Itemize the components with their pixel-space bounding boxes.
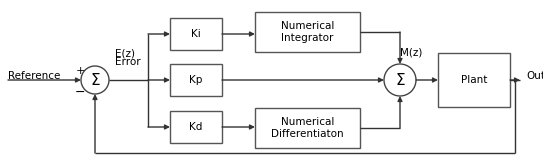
Bar: [170, 111, 222, 143]
Text: Error: Error: [115, 57, 141, 67]
Text: Kd: Kd: [190, 122, 203, 132]
Text: Numerical
Differentiaton: Numerical Differentiaton: [271, 117, 344, 139]
Text: Output: Output: [526, 71, 543, 81]
Bar: [170, 64, 222, 96]
Text: −: −: [75, 85, 85, 99]
Text: Σ: Σ: [395, 72, 405, 87]
Bar: [255, 12, 360, 52]
Text: Ki: Ki: [191, 29, 201, 39]
Text: Plant: Plant: [461, 75, 487, 85]
Text: M(z): M(z): [400, 47, 422, 57]
Circle shape: [81, 66, 109, 94]
Text: Σ: Σ: [90, 72, 100, 87]
Bar: [170, 18, 222, 50]
Text: Numerical
Integrator: Numerical Integrator: [281, 21, 334, 43]
Circle shape: [384, 64, 416, 96]
Bar: [255, 108, 360, 148]
Text: Reference: Reference: [8, 71, 60, 81]
Text: E(z): E(z): [115, 48, 135, 58]
Text: Kp: Kp: [190, 75, 203, 85]
Text: +: +: [75, 66, 85, 76]
Bar: [438, 53, 510, 107]
